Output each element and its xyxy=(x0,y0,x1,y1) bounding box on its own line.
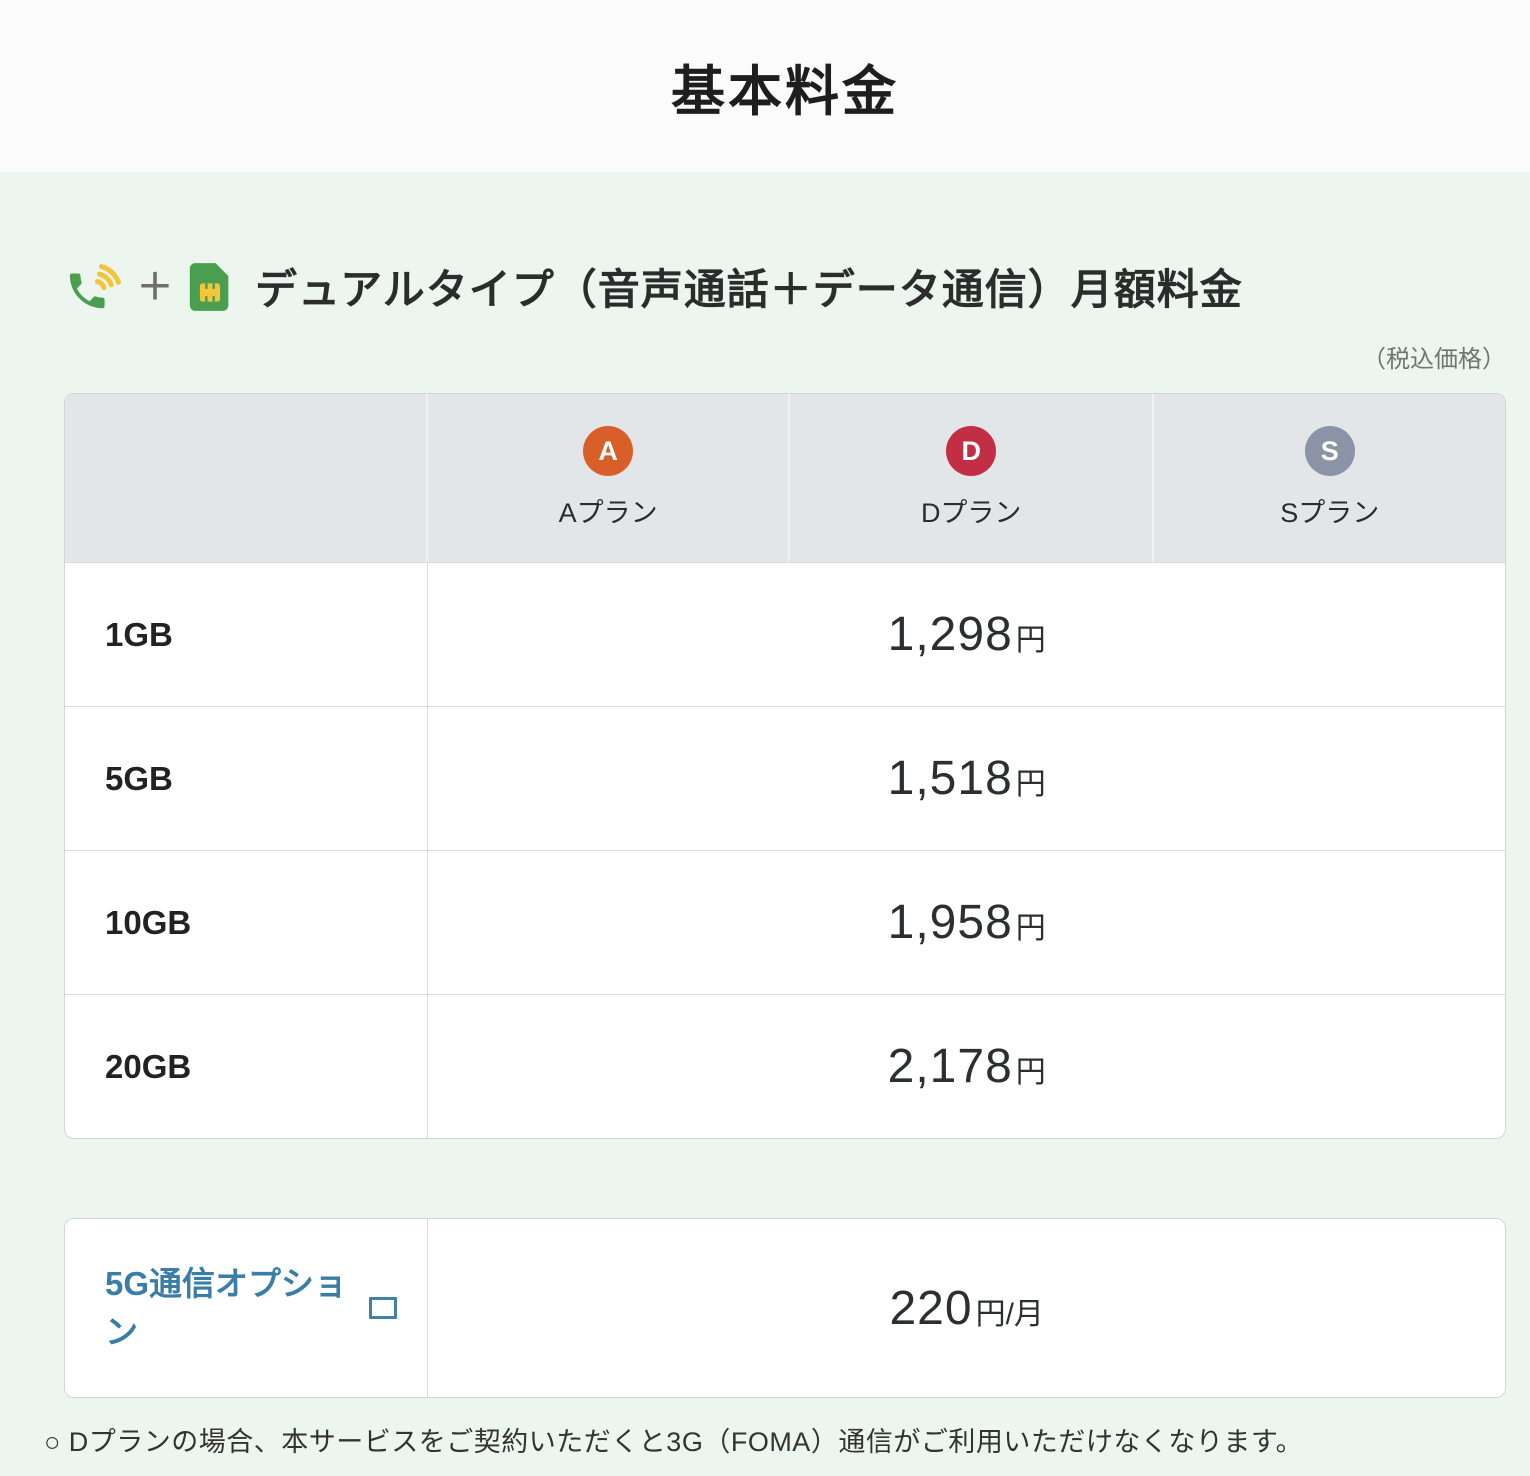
plan-header-s: S Sプラン xyxy=(1154,394,1505,562)
price-cell: 1,298 円 xyxy=(428,563,1505,706)
plan-s-badge: S xyxy=(1304,426,1355,476)
header-empty-cell xyxy=(65,394,429,562)
table-row-5g-option: 5G通信オプション 220 円/月 xyxy=(65,1219,1505,1397)
table-row-1gb: 1GB 1,298 円 xyxy=(65,562,1505,706)
option-price-value: 220 xyxy=(889,1281,973,1335)
price-value: 1,298 xyxy=(887,608,1013,661)
table-row-10gb: 10GB 1,958 円 xyxy=(65,850,1505,994)
table-header-row: A Aプラン D Dプラン S Sプラン xyxy=(65,394,1505,562)
option-price-unit: 円/月 xyxy=(975,1297,1044,1331)
price-unit: 円 xyxy=(1015,912,1046,945)
price-cell: 1,958 円 xyxy=(428,851,1505,994)
price-unit: 円 xyxy=(1015,624,1046,657)
capacity-label: 5GB xyxy=(65,707,429,850)
plan-header-d: D Dプラン xyxy=(789,394,1155,562)
plan-s-label: Sプラン xyxy=(1280,498,1380,528)
price-value: 1,958 xyxy=(887,896,1013,949)
section-title: デュアルタイプ（音声通話＋データ通信）月額料金 xyxy=(255,266,1243,313)
price-cell: 1,518 円 xyxy=(428,707,1505,850)
d-plan-footnote: ○ Dプランの場合、本サービスをご契約いただくと3G（FOMA）通信がご利用いた… xyxy=(44,1427,1304,1457)
page-header: 基本料金 xyxy=(0,0,1530,172)
tax-included-note: （税込価格） xyxy=(1362,346,1506,373)
5g-option-link[interactable]: 5G通信オプション xyxy=(105,1260,397,1356)
price-value: 2,178 xyxy=(887,1040,1013,1093)
capacity-label: 10GB xyxy=(65,851,429,994)
capacity-label: 1GB xyxy=(65,563,429,706)
plan-d-label: Dプラン xyxy=(920,498,1022,528)
price-cell: 220 円/月 xyxy=(428,1219,1505,1397)
sim-card-icon xyxy=(189,262,229,311)
plan-a-badge: A xyxy=(583,426,634,476)
table-row-20gb: 20GB 2,178 円 xyxy=(65,994,1505,1138)
external-link-icon xyxy=(369,1297,397,1319)
page-title: 基本料金 xyxy=(671,61,899,122)
5g-option-cell: 5G通信オプション xyxy=(65,1219,429,1397)
phone-call-icon xyxy=(69,263,121,308)
table-row-5gb: 5GB 1,518 円 xyxy=(65,706,1505,850)
price-cell: 2,178 円 xyxy=(428,995,1505,1138)
price-value: 1,518 xyxy=(887,752,1013,805)
capacity-label: 20GB xyxy=(65,995,429,1138)
plan-d-badge: D xyxy=(946,426,997,476)
basic-fee-section: ＋ デュアルタイプ（音声通話＋データ通信）月額料金 （税込価格） A Aプラン … xyxy=(0,172,1530,1476)
5g-option-label: 5G通信オプション xyxy=(105,1265,348,1350)
price-unit: 円 xyxy=(1015,1056,1046,1089)
price-unit: 円 xyxy=(1015,768,1046,801)
section-heading: ＋ デュアルタイプ（音声通話＋データ通信）月額料金 xyxy=(64,172,1506,317)
dual-type-pricing-table: A Aプラン D Dプラン S Sプラン 1GB 1,298 円 5GB 1,51… xyxy=(64,393,1506,1139)
5g-option-table: 5G通信オプション 220 円/月 xyxy=(64,1218,1506,1398)
plan-header-a: A Aプラン xyxy=(428,394,790,562)
plan-a-label: Aプラン xyxy=(558,498,658,528)
plus-sign: ＋ xyxy=(137,265,174,307)
